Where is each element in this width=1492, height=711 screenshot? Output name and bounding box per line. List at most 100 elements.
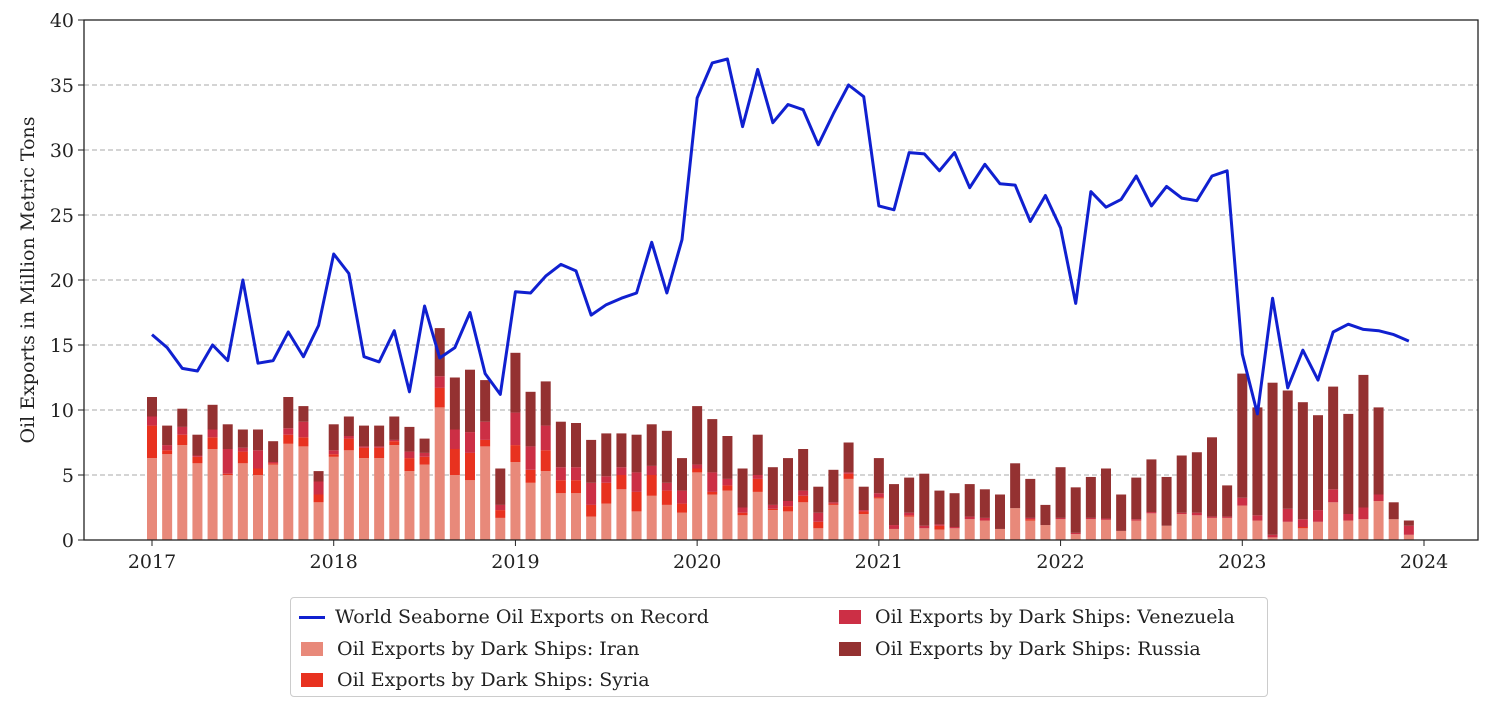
bar-venezuela [1222, 516, 1233, 518]
bar-russia [646, 424, 657, 466]
bar-russia [979, 489, 990, 518]
bar-venezuela [677, 490, 687, 504]
bar-syria [1025, 519, 1036, 521]
bar-iran [889, 528, 899, 540]
bar-syria [798, 495, 809, 503]
legend-swatch [839, 610, 861, 624]
bar-russia [571, 423, 581, 468]
bar-venezuela [449, 429, 460, 449]
bar-venezuela [434, 376, 445, 388]
bar-syria [237, 451, 248, 464]
bar-syria [434, 387, 445, 408]
bar-venezuela [343, 436, 354, 439]
bar-iran [631, 511, 642, 540]
x-tick-label: 2022 [1036, 551, 1084, 573]
bar-venezuela [919, 525, 930, 529]
bar-russia [419, 438, 430, 453]
bar-russia [177, 408, 188, 427]
bar-iran [813, 528, 824, 540]
legend-swatch [839, 642, 861, 656]
bar-venezuela [359, 446, 369, 448]
bar-venezuela [237, 447, 248, 452]
y-tick-label: 0 [62, 530, 74, 552]
bar-syria [449, 449, 460, 475]
bar-russia [1207, 437, 1217, 517]
bar-iran [722, 490, 733, 540]
bar-russia [1252, 407, 1263, 516]
bar-venezuela [813, 512, 824, 522]
bar-russia [858, 486, 869, 511]
bar-iran [1055, 519, 1066, 540]
bar-venezuela [601, 476, 612, 483]
bar-russia [889, 484, 899, 526]
bar-venezuela [1313, 510, 1323, 522]
bar-russia [1025, 478, 1036, 518]
legend-item-iran: Oil Exports by Dark Ships: Iran [301, 638, 639, 660]
bar-syria [495, 510, 506, 518]
bar-russia [1116, 494, 1127, 531]
bar-russia [707, 419, 718, 473]
bar-russia [813, 486, 824, 513]
bar-syria [192, 456, 203, 464]
bar-venezuela [631, 472, 642, 492]
bar-iran [1010, 508, 1021, 540]
bar-russia [1040, 504, 1051, 526]
bar-iran [1146, 513, 1157, 540]
bar-venezuela [1328, 489, 1339, 503]
bar-russia [237, 429, 248, 448]
bar-iran [601, 503, 612, 540]
bar-venezuela [540, 425, 551, 451]
x-tick-label: 2019 [491, 551, 539, 573]
bar-iran [1328, 502, 1339, 540]
bar-venezuela [1252, 515, 1263, 521]
bar-iran [1085, 519, 1096, 540]
bar-iran [359, 458, 369, 540]
bar-syria [419, 456, 430, 465]
bar-venezuela [767, 504, 778, 509]
bar-russia [222, 424, 233, 449]
world-exports-line [151, 57, 1410, 416]
bar-russia [1328, 386, 1339, 490]
bar-venezuela [1343, 514, 1354, 521]
bar-iran [162, 454, 173, 540]
bar-russia [510, 352, 521, 413]
bar-russia [767, 467, 778, 505]
bar-iran [434, 407, 445, 540]
bar-russia [934, 490, 945, 525]
bar-russia [631, 434, 642, 473]
bar-russia [752, 434, 763, 475]
bar-syria [162, 450, 173, 455]
bar-russia [1161, 476, 1172, 526]
bar-russia [843, 442, 854, 473]
bar-syria [268, 463, 279, 465]
bar-russia [343, 416, 354, 436]
bar-venezuela [692, 464, 703, 469]
bar-venezuela [1176, 512, 1187, 514]
bar-iran [449, 475, 460, 540]
bar-russia [1070, 487, 1081, 533]
legend-label: Oil Exports by Dark Ships: Iran [337, 638, 640, 660]
bar-russia [147, 397, 157, 417]
bar-venezuela [934, 524, 945, 526]
bar-russia [192, 434, 203, 456]
legend-item-russia: Oil Exports by Dark Ships: Russia [839, 638, 1201, 660]
bar-syria [631, 491, 642, 512]
y-tick-label: 30 [50, 140, 74, 162]
bar-venezuela [404, 451, 415, 459]
y-tick-label: 35 [50, 75, 74, 97]
bar-iran [571, 493, 581, 540]
bar-venezuela [162, 445, 173, 451]
y-tick-label: 40 [50, 10, 74, 32]
bar-iran [873, 498, 884, 540]
bar-russia [1282, 390, 1293, 509]
bar-iran [1403, 534, 1414, 540]
bar-venezuela [298, 421, 309, 438]
bar-venezuela [798, 490, 809, 496]
chart: 0 5 10 15 20 25 30 35 40 2017 2018 2019 2020 2021 202… [17, 10, 1479, 573]
bar-syria [783, 506, 793, 512]
bar-iran [1267, 537, 1278, 540]
bar-syria [873, 497, 884, 499]
bar-iran [767, 510, 778, 540]
bar-iran [1313, 521, 1323, 540]
bar-iran [646, 495, 657, 540]
